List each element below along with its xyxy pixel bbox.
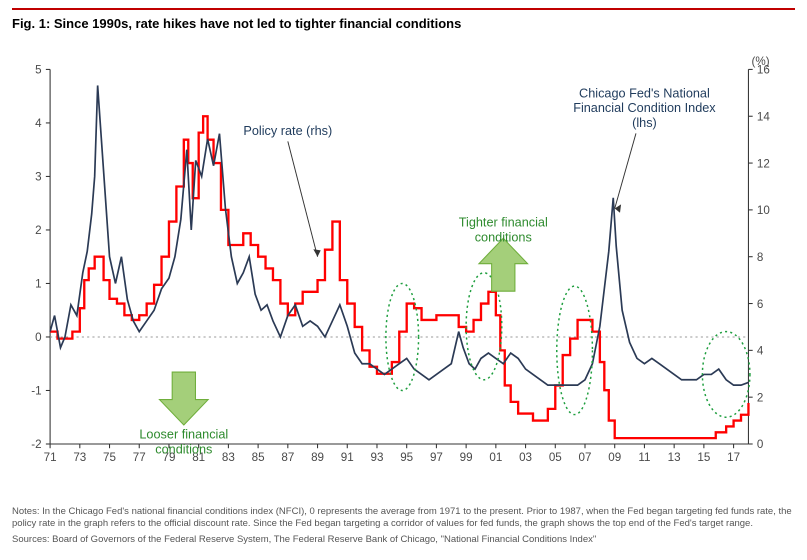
tighter-label: conditions	[475, 230, 532, 244]
xtick: 77	[133, 451, 146, 464]
xtick: 97	[430, 451, 443, 464]
ytick-right: 4	[757, 345, 764, 358]
ytick-right: 2	[757, 391, 763, 404]
figure-root: Fig. 1: Since 1990s, rate hikes have not…	[0, 0, 807, 560]
ytick-right: 10	[757, 204, 770, 217]
xtick: 07	[579, 451, 592, 464]
xtick: 99	[460, 451, 473, 464]
xtick: 91	[341, 451, 354, 464]
ytick-left: 0	[35, 331, 42, 344]
looser-label: Looser financial	[139, 428, 228, 442]
callout-arrow	[288, 141, 318, 256]
xtick: 01	[489, 451, 502, 464]
nfci-label: Financial Condition Index	[573, 101, 716, 115]
xtick: 75	[103, 451, 116, 464]
top-rule	[12, 8, 795, 10]
ytick-right: 6	[757, 298, 763, 311]
ytick-right: 12	[757, 157, 770, 170]
arrow-tighter-icon	[479, 238, 528, 291]
xtick: 71	[44, 451, 57, 464]
ytick-right: 8	[757, 251, 763, 264]
figure-title: Fig. 1: Since 1990s, rate hikes have not…	[12, 16, 461, 31]
tighter-label: Tighter financial	[459, 216, 548, 230]
chart-area: -2-10123450246810121416(%)71737577798183…	[12, 42, 795, 482]
ytick-left: -1	[31, 385, 41, 398]
callout-arrow	[615, 133, 636, 208]
ytick-left: 3	[35, 171, 41, 184]
xtick: 85	[252, 451, 265, 464]
notes-line: Notes: In the Chicago Fed's national fin…	[12, 506, 795, 530]
xtick: 87	[281, 451, 294, 464]
ytick-left: 2	[35, 224, 41, 237]
xtick: 13	[668, 451, 681, 464]
right-unit-label: (%)	[752, 55, 770, 68]
figure-notes: Notes: In the Chicago Fed's national fin…	[12, 506, 795, 550]
ytick-left: 1	[35, 278, 41, 291]
xtick: 95	[400, 451, 413, 464]
ytick-left: 5	[35, 64, 41, 77]
arrow-looser-icon	[159, 372, 208, 425]
ytick-right: 0	[757, 438, 764, 451]
xtick: 15	[697, 451, 710, 464]
ytick-left: 4	[35, 117, 42, 130]
looser-label: conditions	[155, 443, 212, 457]
nfci-label: Chicago Fed's National	[579, 86, 710, 100]
policy-rate-label: Policy rate (rhs)	[243, 124, 332, 138]
ytick-right: 14	[757, 110, 770, 123]
xtick: 17	[727, 451, 740, 464]
series-policy-rate	[50, 116, 748, 438]
sources-line: Sources: Board of Governors of the Feder…	[12, 534, 795, 546]
xtick: 89	[311, 451, 324, 464]
xtick: 03	[519, 451, 532, 464]
xtick: 09	[608, 451, 621, 464]
callout-arrowhead	[313, 249, 320, 256]
chart-svg: -2-10123450246810121416(%)71737577798183…	[12, 42, 795, 482]
ytick-left: -2	[31, 438, 41, 451]
xtick: 11	[638, 451, 650, 464]
xtick: 73	[73, 451, 86, 464]
xtick: 93	[371, 451, 384, 464]
xtick: 05	[549, 451, 562, 464]
nfci-label: (lhs)	[632, 116, 657, 130]
xtick: 83	[222, 451, 235, 464]
highlight-ellipse	[557, 286, 593, 414]
